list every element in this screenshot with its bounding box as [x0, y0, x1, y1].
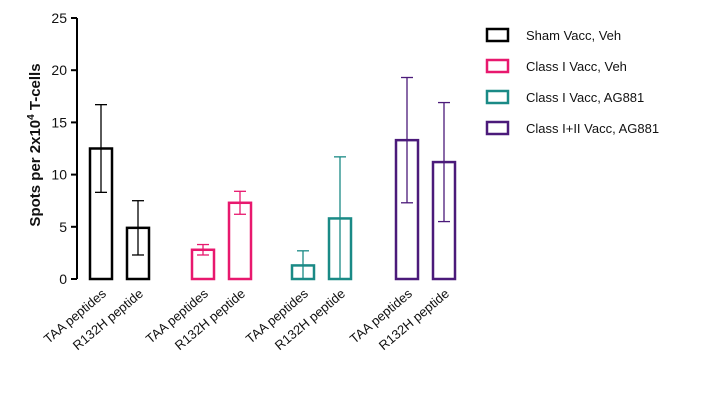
y-tick-label: 0: [59, 271, 67, 287]
y-tick-label: 10: [51, 167, 67, 183]
y-axis: 0 5 10 15 20 25: [51, 10, 78, 287]
legend-swatch: [485, 89, 510, 105]
legend-label: Class I Vacc, AG881: [526, 90, 644, 105]
legend-label: Sham Vacc, Veh: [526, 28, 621, 43]
legend-label: Class I+II Vacc, AG881: [526, 121, 659, 136]
y-tick-label: 15: [51, 114, 67, 130]
bars-group: [88, 76, 457, 281]
y-tick-label: 20: [51, 62, 67, 78]
legend-swatch: [485, 27, 510, 43]
legend: Sham Vacc, Veh Class I Vacc, Veh Class I V…: [485, 27, 659, 136]
legend-swatch: [485, 120, 510, 136]
legend-label: Class I Vacc, Veh: [526, 59, 627, 74]
y-tick-label: 5: [59, 219, 67, 235]
y-axis-label: Spots per 2x104 T-cells: [26, 63, 44, 226]
y-tick-label: 25: [51, 10, 67, 26]
legend-swatch: [485, 58, 510, 74]
